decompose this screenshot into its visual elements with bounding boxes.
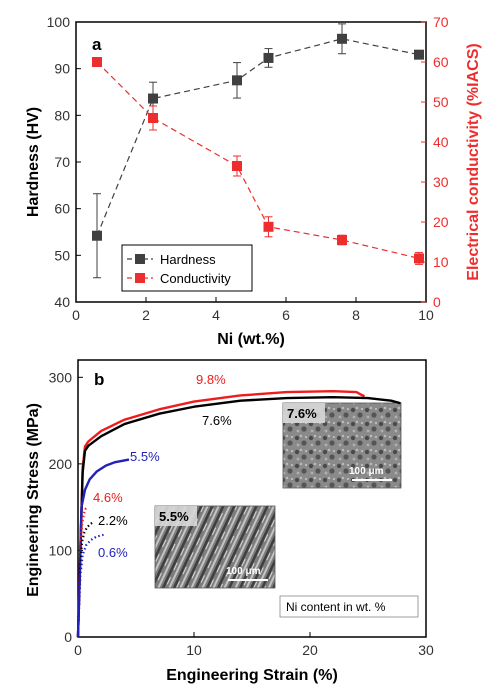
y-tick-label: 200 [49, 456, 73, 472]
legend-box [121, 244, 253, 292]
curve-label-5-5: 5.5% [130, 449, 160, 464]
conductivity-line [96, 61, 420, 259]
y-tick-label: 0 [64, 629, 72, 645]
sem-label-box-5-5 [155, 506, 197, 526]
y-axis-title-b: Engineering Stress (MPa) [25, 403, 42, 597]
series-a [92, 23, 424, 279]
hardness-point [148, 93, 158, 104]
curve-label-9-8: 9.8% [196, 372, 226, 387]
stress-curve-2-2 [76, 520, 95, 638]
x-tick-label: 6 [282, 307, 290, 323]
curve-label-7-6: 7.6% [202, 413, 232, 428]
y-tick-label: 300 [49, 369, 73, 385]
x-tick-label: 20 [302, 642, 318, 658]
stress-curve-7-6 [76, 396, 401, 638]
sem-inset-5-5: 5.5% 100 μm [154, 505, 276, 589]
conductivity-point [263, 221, 274, 232]
note-text: Ni content in wt. % [286, 600, 386, 614]
x-tick-label: 10 [186, 642, 202, 658]
conductivity-point [148, 113, 158, 123]
x-tick-label: 0 [74, 642, 82, 658]
series-b [76, 389, 401, 638]
note-box: Ni content in wt. % [279, 595, 419, 618]
y2-tick-label: 20 [433, 214, 449, 230]
x-axis-ticks-a: 0 2 4 6 8 10 [72, 297, 434, 323]
x-tick-label: 4 [212, 307, 220, 323]
panel-label-b: b [94, 370, 104, 389]
y2-tick-label: 0 [433, 294, 441, 310]
conductivity-point [92, 57, 102, 67]
legend-a: Hardness Conductivity [121, 244, 253, 292]
y-tick-label: 50 [54, 247, 70, 263]
conductivity-point [337, 235, 347, 245]
hardness-line [96, 38, 420, 236]
y-tick-label: 90 [54, 61, 70, 77]
hardness-point [232, 75, 242, 86]
y2-tick-label: 60 [433, 54, 449, 70]
y2-axis-ticks-a: 0 10 20 30 40 50 60 70 [421, 14, 449, 310]
hardness-point [337, 33, 347, 44]
y-axis-ticks-b: 0 100 200 300 [49, 369, 83, 645]
y-axis-title-a: Hardness (HV) [25, 107, 42, 217]
hardness-point [92, 230, 102, 241]
sem-label-5-5: 5.5% [159, 509, 189, 524]
stress-curve-5-5 [76, 458, 130, 638]
hardness-point [263, 52, 274, 63]
y2-tick-label: 10 [433, 254, 449, 270]
sem-label-box-7-6 [283, 403, 325, 423]
conductivity-point [414, 253, 424, 264]
x-tick-label: 2 [142, 307, 150, 323]
y2-axis-title-a: Electrical conductivity (%IACS) [465, 43, 482, 280]
y2-tick-label: 40 [433, 134, 449, 150]
y-tick-label: 60 [54, 201, 70, 217]
stress-curve-9-8 [76, 389, 366, 638]
stress-curve-0-6 [76, 533, 104, 638]
plot-area-b [77, 359, 427, 638]
sem-label-7-6: 7.6% [287, 406, 317, 421]
y2-tick-label: 70 [433, 14, 449, 30]
legend-marker-hardness [135, 254, 145, 264]
x-axis-title-b: Engineering Strain (%) [166, 667, 338, 684]
x-tick-label: 8 [352, 307, 360, 323]
x-tick-label: 0 [72, 307, 80, 323]
stress-strain-chart: b 0 10 20 30 0 100 200 300 7.6% 100 μm 5.5% 10… [25, 359, 434, 684]
x-tick-label: 10 [418, 307, 434, 323]
y2-tick-label: 30 [433, 174, 449, 190]
legend-label-hardness: Hardness [160, 252, 216, 267]
y-tick-label: 40 [54, 294, 70, 310]
y-tick-label: 100 [47, 14, 71, 30]
y-axis-ticks-a: 40 50 60 70 80 90 100 [47, 14, 81, 310]
x-tick-label: 30 [418, 642, 434, 658]
x-axis-ticks-b: 0 10 20 30 [74, 632, 434, 658]
scale-bar-text-7-6: 100 μm [349, 466, 384, 477]
y-tick-label: 70 [54, 154, 70, 170]
legend-label-conductivity: Conductivity [160, 271, 231, 286]
curve-label-0-6: 0.6% [98, 545, 128, 560]
legend-marker-conductivity [135, 273, 145, 283]
y-tick-label: 80 [54, 107, 70, 123]
curve-label-4-6: 4.6% [93, 490, 123, 505]
x-axis-title-a: Ni (wt.%) [217, 331, 285, 348]
panel-label-a: a [92, 35, 102, 54]
scale-bar-text-5-5: 100 μm [226, 566, 261, 577]
hardness-point [414, 49, 424, 60]
conductivity-point [232, 161, 242, 171]
note-border [279, 595, 419, 618]
y-tick-label: 100 [49, 542, 73, 558]
curve-label-2-2: 2.2% [98, 513, 128, 528]
sem-inset-7-6: 7.6% 100 μm [282, 402, 402, 489]
y2-tick-label: 50 [433, 94, 449, 110]
